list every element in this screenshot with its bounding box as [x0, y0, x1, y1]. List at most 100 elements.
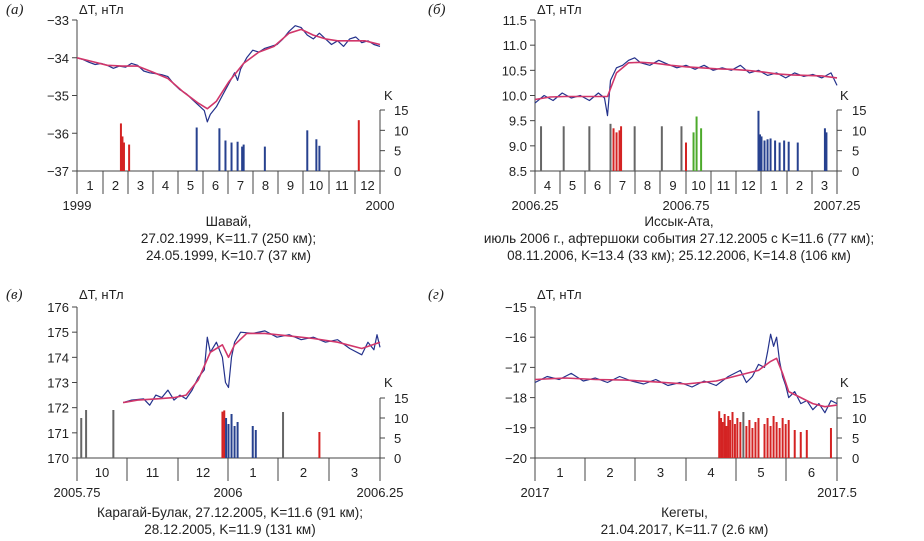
panel-label: (в) — [6, 287, 23, 303]
month-label: 3 — [137, 178, 144, 193]
caption-a-line: 27.02.1999, K=11.7 (250 км); — [140, 231, 317, 246]
observed-series-line — [534, 333, 838, 414]
month-label: 4 — [544, 178, 551, 193]
smoothed-series-line — [76, 28, 381, 110]
k-tick-label: 15 — [852, 103, 866, 118]
y-tick-label: −18 — [505, 391, 527, 406]
y-tick-label: 174 — [47, 350, 69, 365]
month-label: 3 — [821, 178, 828, 193]
month-label: 8 — [644, 178, 651, 193]
caption-c-line: 28.12.2005, K=11.9 (131 км) — [144, 522, 316, 537]
y-tick-label: 11.5 — [503, 13, 527, 28]
month-label: 3 — [657, 465, 664, 480]
smoothed-series-line — [122, 332, 381, 404]
month-label: 1 — [249, 465, 256, 480]
month-label: 6 — [212, 178, 219, 193]
caption-b-line: 08.11.2006, K=13.4 (33 км); 25.12.2006, … — [507, 248, 851, 263]
month-label: 10 — [691, 178, 705, 193]
month-label: 12 — [196, 465, 210, 480]
k-tick-label: 15 — [394, 103, 408, 118]
month-label: 7 — [237, 178, 244, 193]
month-label: 10 — [95, 465, 109, 480]
y-tick-label: 176 — [47, 300, 69, 315]
month-label: 8 — [262, 178, 269, 193]
x-tick-label: 2017 — [521, 485, 550, 500]
k-axis-label: K — [840, 375, 849, 390]
x-tick-label: 2017.5 — [817, 485, 857, 500]
k-tick-label: 5 — [852, 144, 859, 159]
x-tick-label: 2006.25 — [357, 485, 404, 500]
k-tick-label: 10 — [852, 123, 866, 138]
y-tick-label: 9.5 — [509, 114, 527, 129]
month-label: 6 — [808, 465, 815, 480]
x-tick-label: 2000 — [366, 198, 395, 213]
k-tick-label: 0 — [394, 451, 401, 466]
y-tick-label: 173 — [47, 376, 69, 391]
month-label: 10 — [309, 178, 323, 193]
y-tick-label: 8.5 — [509, 164, 527, 179]
month-label: 7 — [619, 178, 626, 193]
caption-d: Кегеты, 21.04.2017, K=11.7 (2.6 км) — [532, 504, 837, 538]
k-tick-label: 0 — [852, 164, 859, 179]
k-tick-label: 10 — [852, 411, 866, 426]
y-tick-label: 171 — [47, 426, 69, 441]
x-tick-label: 2006 — [214, 485, 243, 500]
month-label: 3 — [351, 465, 358, 480]
caption-d-line: Кегеты, — [661, 505, 708, 520]
month-label: 4 — [707, 465, 714, 480]
month-label: 2 — [606, 465, 613, 480]
month-label: 2 — [112, 178, 119, 193]
y-tick-label: −33 — [47, 13, 69, 28]
caption-a-line: Шавай, — [205, 214, 252, 229]
k-tick-label: 0 — [852, 451, 859, 466]
y-tick-label: 170 — [47, 451, 69, 466]
k-tick-label: 15 — [852, 391, 866, 406]
k-tick-label: 15 — [394, 391, 408, 406]
caption-b-line: июль 2006 г., афтершоки события 27.12.20… — [483, 231, 875, 246]
x-tick-label: 2007.25 — [814, 198, 861, 213]
month-label: 5 — [187, 178, 194, 193]
y-tick-label: −36 — [47, 126, 69, 141]
month-label: 1 — [86, 178, 93, 193]
month-label: 1 — [556, 465, 563, 480]
caption-d-line: 21.04.2017, K=11.7 (2.6 км) — [600, 522, 769, 537]
caption-a: Шавай, 27.02.1999, K=11.7 (250 км); 24.0… — [77, 213, 380, 264]
month-label: 5 — [569, 178, 576, 193]
month-label: 11 — [335, 178, 349, 193]
k-tick-label: 10 — [394, 411, 408, 426]
month-label: 1 — [770, 178, 777, 193]
smoothed-series-line — [534, 357, 838, 408]
caption-a-line: 24.05.1999, K=10.7 (37 км) — [146, 248, 311, 263]
y-tick-label: −35 — [47, 89, 69, 104]
k-tick-label: 0 — [394, 164, 401, 179]
y-tick-label: −19 — [505, 421, 527, 436]
observed-series-line — [122, 330, 381, 406]
caption-c: Карагай-Булак, 27.12.2005, K=11.6 (91 км… — [20, 504, 440, 538]
month-label: 12 — [741, 178, 755, 193]
y-tick-label: 9.0 — [509, 139, 527, 154]
k-axis-label: K — [840, 88, 849, 103]
x-tick-label: 2006.75 — [663, 198, 710, 213]
y-tick-label: −34 — [47, 51, 69, 66]
y-tick-label: −16 — [505, 330, 527, 345]
k-axis-label: K — [384, 88, 393, 103]
y-axis-label: ΔT, нТл — [537, 2, 582, 17]
month-label: 12 — [360, 178, 374, 193]
y-axis-label: ΔT, нТл — [537, 287, 582, 302]
caption-b: Иссык-Ата, июль 2006 г., афтершоки событ… — [434, 213, 924, 264]
observed-series-line — [76, 25, 381, 123]
month-label: 11 — [146, 465, 160, 480]
month-label: 5 — [757, 465, 764, 480]
k-tick-label: 5 — [394, 144, 401, 159]
y-axis-label: ΔT, нТл — [79, 287, 124, 302]
y-tick-label: 175 — [47, 325, 69, 340]
k-tick-label: 5 — [394, 431, 401, 446]
y-tick-label: 172 — [47, 401, 69, 416]
y-tick-label: 11.0 — [503, 38, 527, 53]
month-label: 4 — [162, 178, 169, 193]
x-tick-label: 2006.25 — [512, 198, 559, 213]
month-label: 2 — [300, 465, 307, 480]
x-tick-label: 2005.75 — [54, 485, 101, 500]
month-label: 6 — [594, 178, 601, 193]
